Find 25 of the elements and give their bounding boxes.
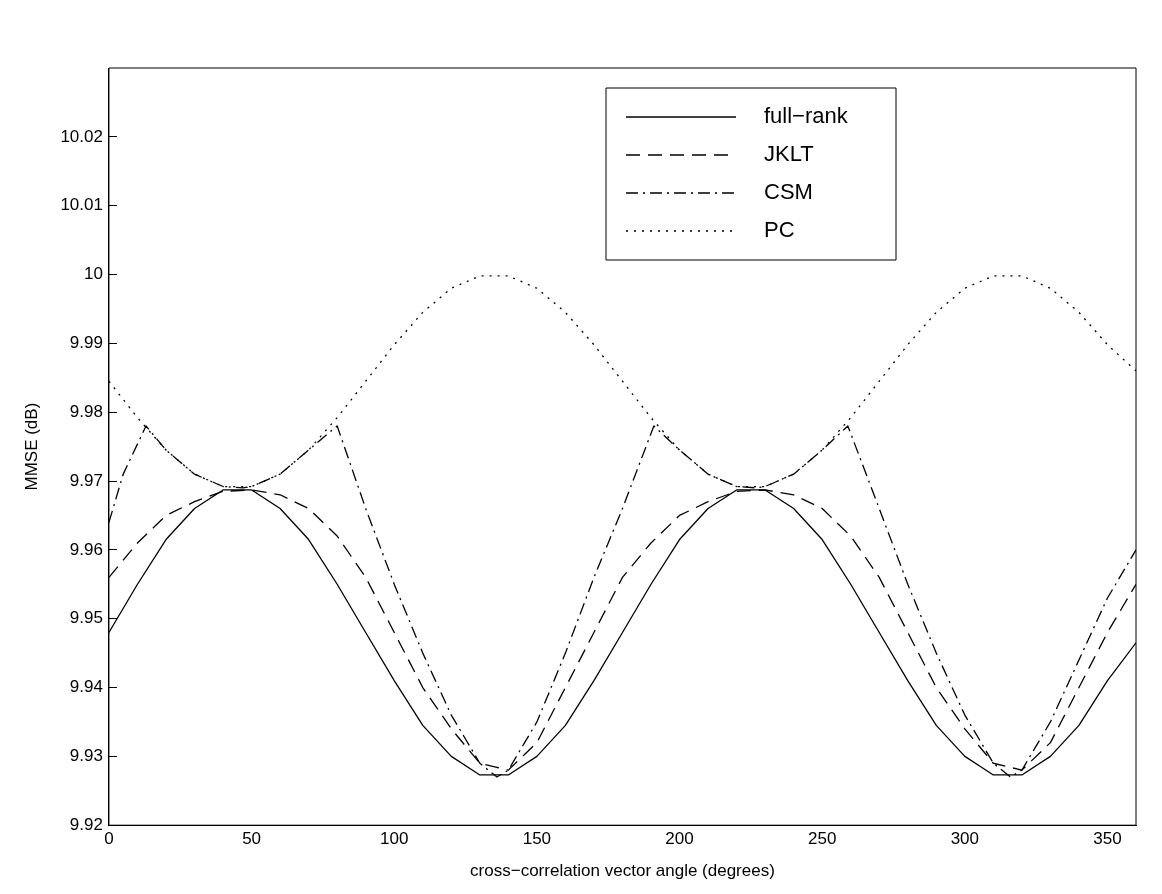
y-tick-label: 9.99 xyxy=(69,333,103,353)
legend-label: JKLT xyxy=(764,141,814,167)
y-tick-label: 9.94 xyxy=(69,677,103,697)
x-tick-label: 350 xyxy=(1093,829,1122,849)
y-tick-label: 9.98 xyxy=(69,401,103,421)
x-tick-label: 150 xyxy=(522,829,552,849)
y-tick-label: 10.01 xyxy=(60,195,103,215)
x-tick-label: 200 xyxy=(665,829,694,849)
y-tick-label: 10 xyxy=(84,264,103,284)
y-axis-title: MMSE (dB) xyxy=(21,402,41,491)
x-tick-label: 100 xyxy=(380,829,409,849)
legend-label: full−rank xyxy=(764,103,849,129)
y-tick-label: 9.97 xyxy=(69,470,103,490)
y-tick-label: 10.02 xyxy=(60,126,103,146)
y-tick-label: 9.92 xyxy=(69,814,103,834)
x-tick-label: 300 xyxy=(950,829,980,849)
x-tick-label: 250 xyxy=(807,829,837,849)
x-tick-label: 0 xyxy=(104,829,114,849)
x-tick-label: 50 xyxy=(242,829,262,849)
x-axis-title: cross−correlation vector angle (degrees) xyxy=(470,861,775,881)
y-tick-label: 9.95 xyxy=(69,608,103,628)
legend-label: CSM xyxy=(764,179,813,205)
legend-label: PC xyxy=(764,217,795,243)
y-tick-label: 9.96 xyxy=(69,539,103,559)
y-tick-label: 9.93 xyxy=(69,746,103,766)
